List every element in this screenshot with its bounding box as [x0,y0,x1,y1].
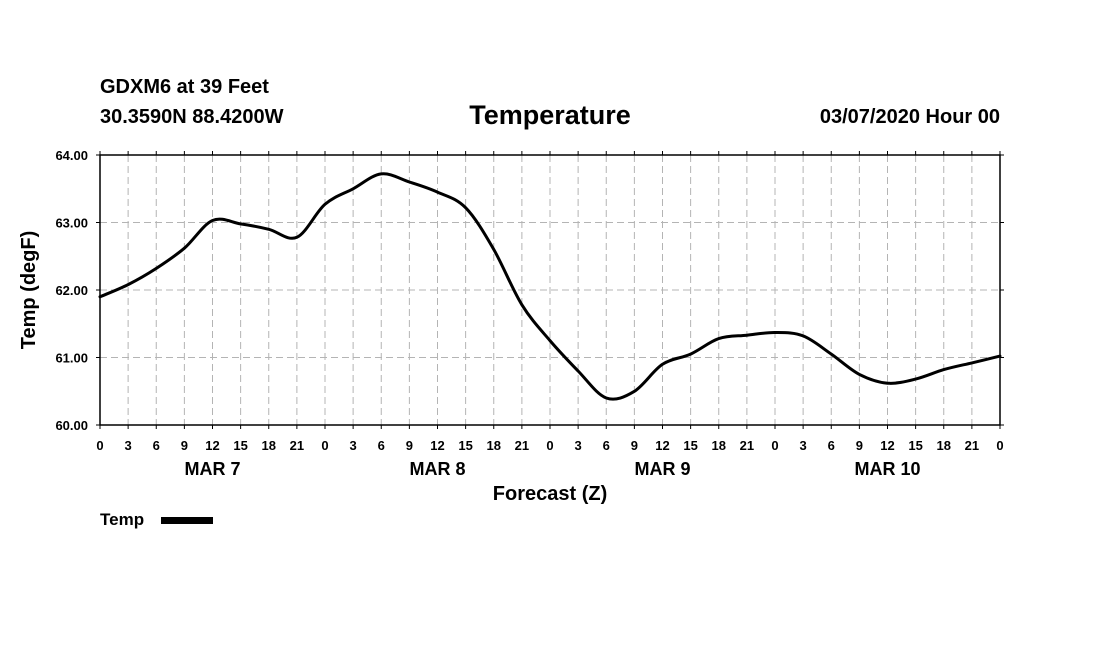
station-label: GDXM6 at 39 Feet [100,76,269,98]
x-tick-label: 6 [828,438,835,453]
temp-series-line [98,172,1002,401]
forecast-datetime: 03/07/2020 Hour 00 [819,106,1000,128]
y-tick-label: 64.00 [55,148,88,163]
chart-title-wrap: Temperature [0,100,1100,131]
x-tick-label: 12 [655,438,669,453]
y-axis: 60.00 61.00 62.00 63.00 64.00 [55,148,1004,433]
x-tick-label: 9 [181,438,188,453]
legend: Temp [100,510,213,529]
x-tick-label: 15 [683,438,697,453]
x-tick-label: 21 [740,438,754,453]
day-label: MAR 10 [854,459,920,479]
x-tick-label: 0 [96,438,103,453]
legend-swatch-temp [161,517,213,524]
x-tick-label: 18 [937,438,951,453]
legend-label-temp: Temp [100,510,144,529]
x-tick-label: 9 [631,438,638,453]
x-tick-label: 0 [546,438,553,453]
x-axis: 0 3 6 9 12 15 18 21 0 3 6 9 12 15 18 21 0 3 6 9 12 15 18 21 0 3 6 9… [96,151,1004,453]
y-tick-label: 60.00 [55,418,88,433]
y-tick-label: 62.00 [55,283,88,298]
x-tick-label: 6 [153,438,160,453]
x-tick-label: 12 [430,438,444,453]
x-tick-label: 3 [125,438,132,453]
x-tick-label: 9 [406,438,413,453]
x-tick-label: 21 [290,438,304,453]
x-tick-label: 18 [487,438,501,453]
x-axis-title: Forecast (Z) [493,483,607,505]
x-tick-label: 0 [996,438,1003,453]
day-label: MAR 7 [184,459,240,479]
day-labels: MAR 7 MAR 8 MAR 9 MAR 10 [184,459,920,479]
x-tick-label: 3 [350,438,357,453]
coordinates-label: 30.3590N 88.4200W [100,106,284,128]
x-tick-label: 9 [856,438,863,453]
y-tick-label: 61.00 [55,351,88,366]
x-tick-label: 15 [908,438,922,453]
x-tick-label: 15 [458,438,472,453]
y-axis-title: Temp (degF) [18,231,40,350]
grid-lines [100,155,1000,425]
x-tick-label: 0 [771,438,778,453]
x-tick-label: 12 [880,438,894,453]
x-tick-label: 3 [800,438,807,453]
x-tick-label: 21 [515,438,529,453]
x-tick-label: 6 [603,438,610,453]
x-tick-label: 21 [965,438,979,453]
day-label: MAR 9 [634,459,690,479]
x-tick-label: 18 [262,438,276,453]
x-tick-label: 18 [712,438,726,453]
x-tick-label: 6 [378,438,385,453]
day-label: MAR 8 [409,459,465,479]
y-tick-label: 63.00 [55,216,88,231]
x-tick-label: 3 [575,438,582,453]
x-tick-label: 0 [321,438,328,453]
chart-title: Temperature [469,100,631,130]
x-tick-label: 15 [233,438,247,453]
x-tick-label: 12 [205,438,219,453]
